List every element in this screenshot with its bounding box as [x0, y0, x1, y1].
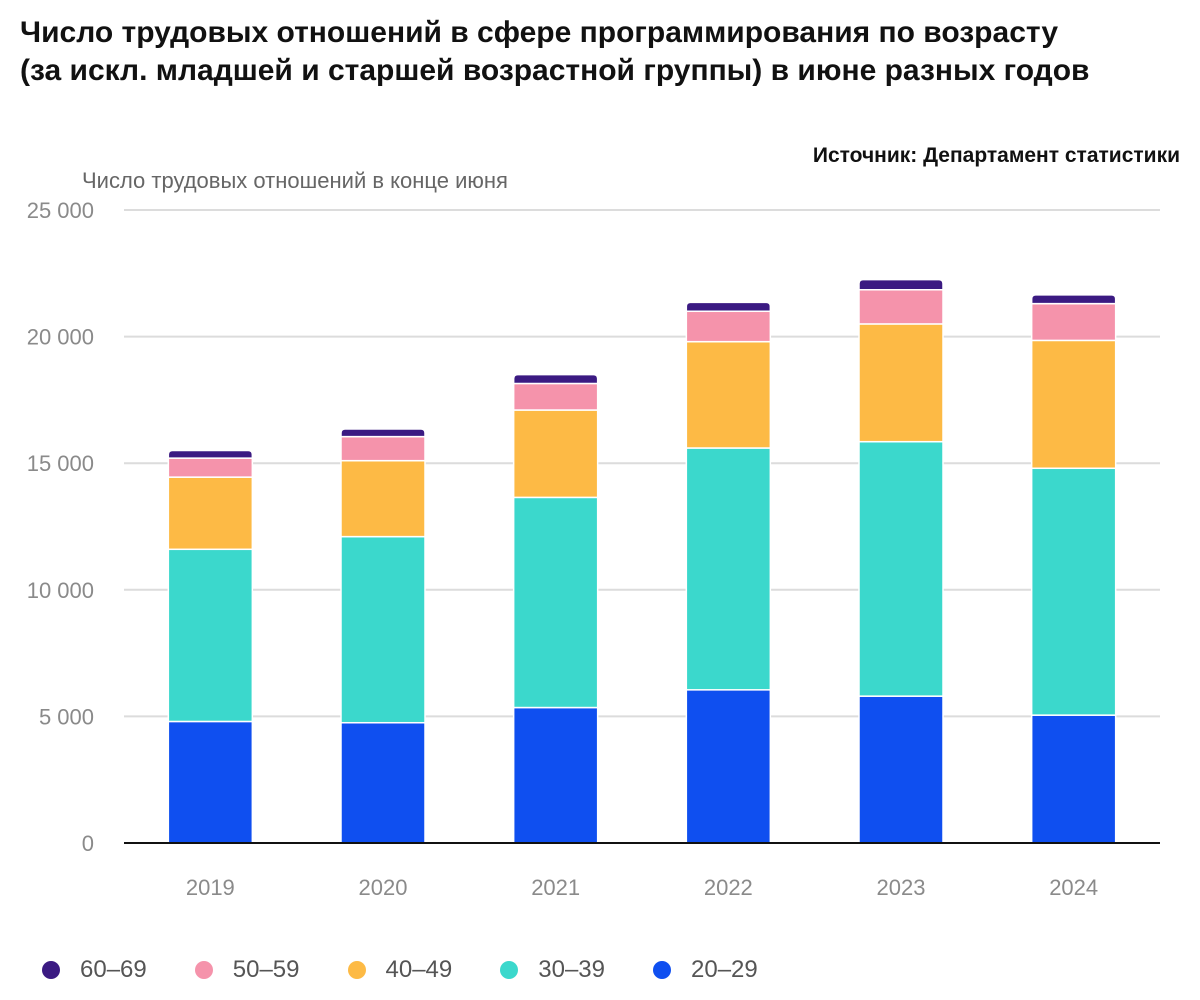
legend-label: 50–59 [232, 956, 300, 983]
bar-segment [858, 323, 944, 443]
bar-segment [685, 340, 772, 449]
bar-segment [512, 409, 599, 499]
x-tick-label: 2024 [1049, 875, 1098, 900]
bar-segment [167, 476, 254, 551]
legend-item: 40–49 [347, 956, 453, 984]
bar-segment [1030, 294, 1117, 305]
y-tick-label: 25 000 [27, 198, 94, 223]
legend-label: 60–69 [80, 956, 147, 983]
y-tick-label: 0 [82, 831, 94, 856]
legend-item: 20–29 [653, 956, 758, 984]
bar-segment [512, 373, 599, 385]
legend-dot-icon [347, 961, 366, 979]
legend-item: 30–39 [500, 956, 605, 984]
x-tick-label: 2022 [704, 875, 753, 900]
bar-segment [685, 447, 772, 691]
x-tick-label: 2021 [531, 875, 580, 900]
bar-segment [685, 689, 772, 844]
x-tick-label: 2023 [877, 875, 926, 900]
legend-label: 40–49 [385, 956, 453, 983]
legend-item: 50–59 [194, 956, 300, 984]
legend-dot-icon [653, 961, 671, 979]
legend: 60–69 50–59 40–49 30–39 20–29 [42, 956, 806, 984]
chart-title: Число трудовых отношений в сфере програм… [20, 16, 1090, 87]
bar-segment [858, 289, 944, 325]
x-tick-label: 2019 [186, 875, 235, 900]
legend-label: 20–29 [691, 956, 758, 983]
legend-dot-icon [500, 961, 519, 979]
bar-segment [340, 459, 426, 538]
bar-segment [167, 720, 254, 844]
bar-segment [512, 706, 599, 844]
y-axis-label: Число трудовых отношений в конце июня [82, 168, 508, 193]
y-tick-label: 10 000 [27, 578, 94, 603]
legend-dot-icon [42, 961, 60, 979]
bar-segment [512, 382, 599, 411]
bar-segment [858, 695, 944, 844]
bar-segment [685, 310, 772, 343]
bar-segment [1030, 302, 1117, 342]
bar-segment [685, 301, 772, 313]
bar-segment [1030, 714, 1117, 844]
source-note: Источник: Департамент статистики [812, 144, 1180, 167]
bar-segment [340, 428, 426, 438]
bar-segment [858, 440, 944, 697]
legend-item: 60–69 [42, 956, 147, 984]
bar-segment [1030, 467, 1117, 716]
bar-segment [340, 435, 426, 462]
y-tick-label: 15 000 [27, 451, 94, 476]
bar-segment [512, 496, 599, 709]
bar-segment [167, 457, 254, 478]
bar-segment [167, 449, 254, 459]
bar-segment [167, 548, 254, 723]
legend-dot-icon [194, 961, 213, 979]
y-tick-label: 5 000 [39, 704, 94, 729]
bar-segment [340, 535, 426, 724]
y-tick-label: 20 000 [27, 325, 94, 350]
legend-label: 30–39 [538, 956, 605, 983]
bar-segment [1030, 339, 1117, 470]
bar-segment [340, 721, 426, 844]
bar-segment [858, 278, 944, 291]
x-tick-label: 2020 [359, 875, 408, 900]
